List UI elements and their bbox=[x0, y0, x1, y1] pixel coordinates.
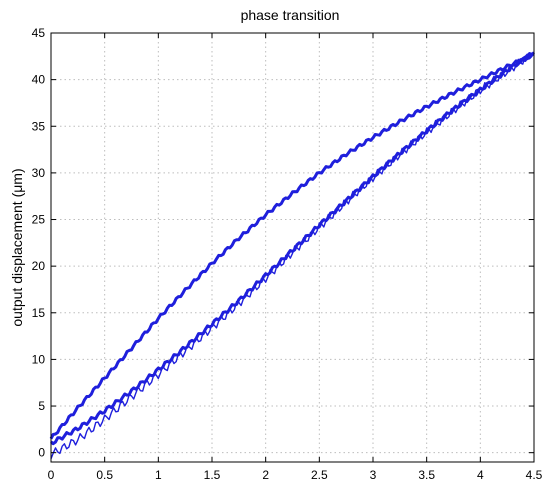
x-tick-label: 3 bbox=[370, 468, 377, 482]
y-axis-tick-labels: 0 5 10 15 20 25 30 35 40 45 bbox=[32, 26, 46, 460]
x-tick-label: 1 bbox=[155, 468, 162, 482]
x-tick-label: 0 bbox=[48, 468, 55, 482]
y-tick-label: 0 bbox=[38, 446, 45, 460]
y-tick-label: 20 bbox=[32, 259, 46, 273]
plot-frame bbox=[50, 32, 535, 463]
series-line bbox=[50, 51, 535, 446]
series-group bbox=[49, 51, 535, 459]
y-tick-label: 30 bbox=[32, 166, 46, 180]
series-line bbox=[49, 52, 535, 440]
y-axis-label: output displacement (μm) bbox=[9, 168, 25, 326]
y-tick-label: 35 bbox=[32, 119, 46, 133]
y-tick-label: 45 bbox=[32, 26, 46, 40]
x-tick-label: 4 bbox=[477, 468, 484, 482]
x-tick-label: 4.5 bbox=[526, 468, 543, 482]
x-tick-label: 0.5 bbox=[96, 468, 113, 482]
series-line bbox=[50, 52, 535, 459]
x-tick-label: 2 bbox=[262, 468, 269, 482]
y-tick-label: 5 bbox=[38, 399, 45, 413]
chart-title: phase transition bbox=[241, 7, 340, 23]
x-tick-label: 3.5 bbox=[418, 468, 435, 482]
y-tick-label: 25 bbox=[32, 213, 46, 227]
x-tick-label: 1.5 bbox=[204, 468, 221, 482]
x-axis-tick-labels: 0 0.5 1 1.5 2 2.5 3 3.5 4 4.5 bbox=[48, 468, 543, 482]
y-tick-label: 15 bbox=[32, 306, 46, 320]
y-tick-label: 40 bbox=[32, 73, 46, 87]
axis-ticks bbox=[50, 32, 535, 462]
y-tick-label: 10 bbox=[32, 352, 46, 366]
x-tick-label: 2.5 bbox=[311, 468, 328, 482]
